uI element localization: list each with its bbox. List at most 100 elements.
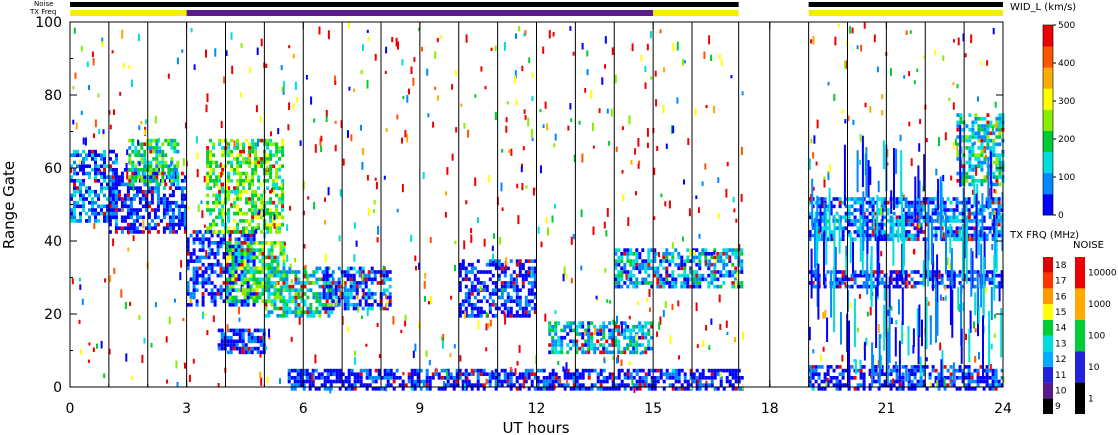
noise-cell xyxy=(174,298,176,303)
echo-cell xyxy=(509,383,513,387)
echo-cell xyxy=(323,379,327,384)
echo-cell xyxy=(269,211,273,216)
echo-cell xyxy=(587,387,591,391)
echo-cell xyxy=(985,200,989,205)
echo-cell xyxy=(575,379,579,384)
echo-cell xyxy=(225,241,229,245)
echo-cell xyxy=(566,350,570,355)
echo-cell xyxy=(716,277,720,282)
echo-cell xyxy=(281,164,285,169)
echo-cell xyxy=(575,383,579,387)
echo-cell xyxy=(282,259,286,263)
echo-cell xyxy=(919,379,923,384)
noise-cell xyxy=(401,59,404,66)
noise-cell xyxy=(695,302,698,311)
echo-cell xyxy=(218,193,222,198)
echo-cell xyxy=(355,270,359,274)
noise-cell xyxy=(812,349,815,354)
echo-cell xyxy=(248,182,252,187)
echo-cell xyxy=(315,295,319,300)
echo-cell xyxy=(213,284,217,289)
echo-cell xyxy=(269,226,273,231)
echo-cell xyxy=(874,379,878,384)
echo-cell xyxy=(701,368,705,373)
echo-cell xyxy=(518,299,522,304)
echo-cell xyxy=(306,306,310,311)
echo-cell xyxy=(847,215,851,220)
echo-cell xyxy=(183,211,187,216)
echo-cell xyxy=(218,200,222,205)
echo-cell xyxy=(644,379,648,384)
echo-cell xyxy=(590,321,594,325)
echo-cell xyxy=(859,211,863,216)
echo-cell xyxy=(949,376,953,380)
echo-cell xyxy=(201,303,205,307)
echo-cell xyxy=(73,200,76,205)
echo-cell xyxy=(275,149,279,154)
echo-cell xyxy=(808,383,812,387)
echo-cell xyxy=(641,368,645,373)
noise-cell xyxy=(637,163,640,169)
echo-cell xyxy=(126,211,130,216)
noise-cell xyxy=(834,36,837,46)
echo-cell xyxy=(276,292,280,296)
echo-cell xyxy=(512,288,516,293)
echo-cell xyxy=(961,277,965,282)
echo-cell xyxy=(108,200,112,205)
noise-cell xyxy=(307,196,310,200)
echo-cell xyxy=(73,149,76,154)
echo-cell xyxy=(155,179,159,183)
echo-cell xyxy=(998,164,1002,169)
echo-cell xyxy=(997,219,1001,223)
echo-cell xyxy=(871,270,875,274)
echo-cell xyxy=(883,230,887,234)
echo-cell xyxy=(650,281,654,285)
echo-cell xyxy=(410,387,414,391)
echo-cell xyxy=(195,266,199,271)
echo-cell xyxy=(306,281,310,285)
echo-cell xyxy=(820,233,824,238)
echo-cell xyxy=(330,273,334,278)
noise-cell xyxy=(719,323,722,330)
noise-cell xyxy=(213,182,216,188)
noise-cell xyxy=(470,228,473,234)
echo-cell xyxy=(388,284,392,289)
echo-cell xyxy=(641,266,645,271)
echo-cell xyxy=(527,299,531,304)
echo-cell xyxy=(327,314,331,318)
echo-cell xyxy=(901,208,905,212)
echo-cell xyxy=(303,284,307,289)
echo-cell xyxy=(641,343,645,347)
echo-cell xyxy=(97,171,100,176)
echo-cell xyxy=(977,135,981,139)
echo-cell xyxy=(476,292,480,296)
echo-cell xyxy=(632,266,636,271)
echo-cell xyxy=(1000,277,1004,282)
echo-cell xyxy=(285,284,289,289)
echo-cell xyxy=(934,219,938,223)
echo-cell xyxy=(680,281,684,285)
echo-cell xyxy=(811,226,815,231)
echo-cell xyxy=(515,292,519,296)
echo-cell xyxy=(614,259,618,263)
echo-cell xyxy=(986,113,990,117)
echo-cell xyxy=(254,208,258,212)
echo-cell xyxy=(904,200,908,205)
echo-cell xyxy=(467,288,471,293)
echo-cell xyxy=(212,193,216,198)
echo-cell xyxy=(895,273,899,278)
echo-cell xyxy=(112,200,115,205)
echo-cell xyxy=(569,376,573,380)
echo-cell xyxy=(617,368,621,373)
echo-cell xyxy=(260,208,264,212)
echo-cell xyxy=(278,197,282,201)
echo-cell xyxy=(355,288,359,293)
noise-cell xyxy=(111,50,114,54)
echo-cell xyxy=(230,189,234,194)
echo-cell xyxy=(141,230,145,234)
noise-cell xyxy=(598,108,601,114)
echo-cell xyxy=(488,306,492,311)
echo-cell xyxy=(641,332,645,336)
echo-cell xyxy=(162,193,166,198)
echo-cell xyxy=(626,372,630,377)
